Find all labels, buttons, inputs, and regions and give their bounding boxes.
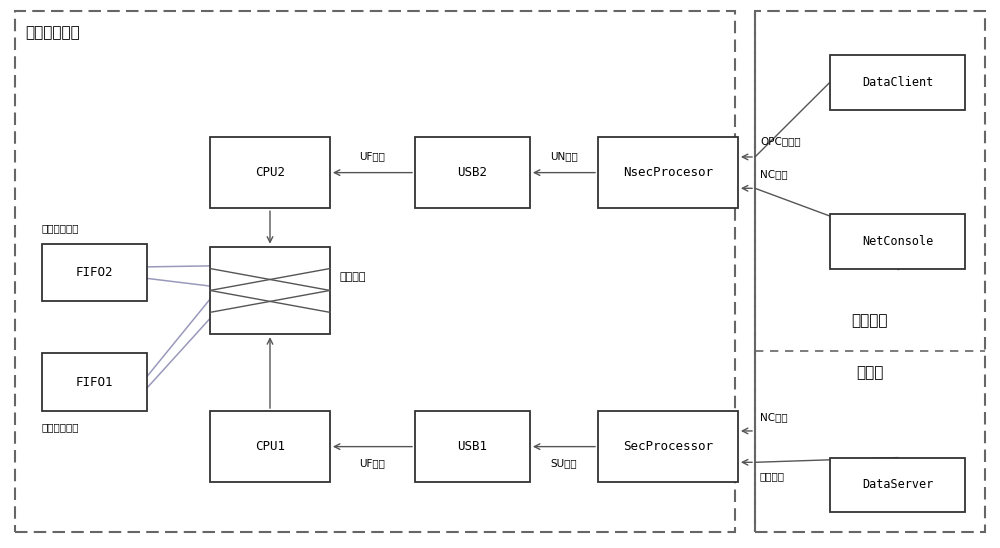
Text: DataClient: DataClient: [862, 76, 933, 89]
Text: USB2: USB2: [458, 166, 488, 179]
Text: SecProcessor: SecProcessor: [623, 440, 713, 453]
Text: 逻辑控制: 逻辑控制: [340, 272, 366, 282]
Bar: [830, 458, 965, 512]
Text: 请求通道缓存: 请求通道缓存: [42, 224, 80, 233]
Bar: [210, 247, 330, 334]
Text: NC协议: NC协议: [760, 169, 788, 180]
Text: 非安全端: 非安全端: [852, 313, 888, 328]
Text: OPC等协议: OPC等协议: [760, 136, 801, 147]
Text: NetConsole: NetConsole: [862, 235, 933, 248]
Text: CPU2: CPU2: [255, 166, 285, 179]
Bar: [42, 353, 147, 411]
Text: FIFO1: FIFO1: [76, 376, 113, 389]
Bar: [415, 137, 530, 208]
Text: UF协议: UF协议: [360, 458, 385, 468]
Text: 安全端: 安全端: [856, 365, 884, 380]
Text: UF协议: UF协议: [360, 151, 385, 161]
Text: SU协议: SU协议: [551, 458, 577, 468]
Text: 过程数据: 过程数据: [760, 471, 785, 481]
Bar: [15, 11, 735, 532]
Text: UN协议: UN协议: [550, 151, 578, 161]
Text: CPU1: CPU1: [255, 440, 285, 453]
Bar: [830, 55, 965, 110]
Text: NC协议: NC协议: [760, 412, 788, 423]
Bar: [755, 11, 985, 532]
Text: FIFO2: FIFO2: [76, 266, 113, 279]
Bar: [598, 137, 738, 208]
Text: 数据通道缓存: 数据通道缓存: [42, 423, 80, 432]
Text: NsecProcesor: NsecProcesor: [623, 166, 713, 179]
Text: DataServer: DataServer: [862, 478, 933, 492]
Bar: [210, 411, 330, 482]
Bar: [598, 411, 738, 482]
Bar: [415, 411, 530, 482]
Bar: [210, 137, 330, 208]
Bar: [830, 214, 965, 269]
Bar: [42, 244, 147, 301]
Text: USB1: USB1: [458, 440, 488, 453]
Text: 工业通讯网闸: 工业通讯网闸: [25, 25, 80, 39]
